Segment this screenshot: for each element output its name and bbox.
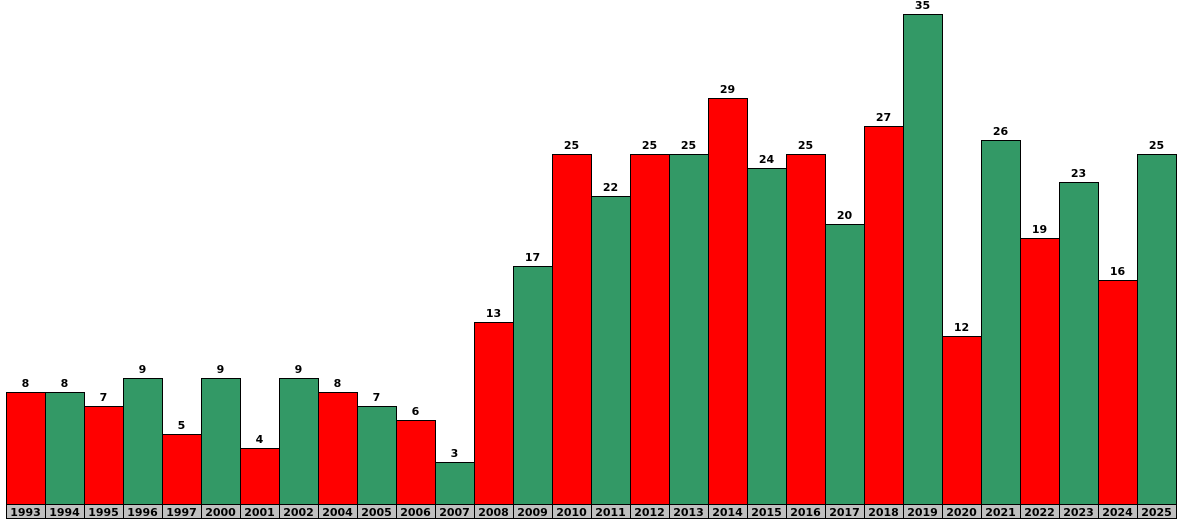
x-tick-label: 2017	[829, 506, 860, 519]
x-tick-label: 2008	[478, 506, 509, 519]
bar	[318, 392, 358, 505]
bar	[669, 154, 709, 505]
x-tick-label: 1996	[127, 506, 158, 519]
bar	[357, 406, 397, 505]
x-tick-label: 2001	[244, 506, 275, 519]
value-label: 4	[256, 433, 264, 446]
x-tick-label: 1997	[166, 506, 197, 519]
x-tick-label: 2009	[517, 506, 548, 519]
x-tick-label: 2024	[1102, 506, 1133, 519]
value-label: 8	[334, 377, 342, 390]
x-tick-label: 2013	[673, 506, 704, 519]
x-tick-label: 2016	[790, 506, 821, 519]
x-tick-label: 2004	[322, 506, 353, 519]
value-label: 27	[876, 111, 891, 124]
x-tick-label: 2022	[1024, 506, 1055, 519]
x-tick-label: 2015	[751, 506, 782, 519]
value-label: 35	[915, 0, 930, 12]
value-label: 25	[798, 139, 813, 152]
value-label: 24	[759, 153, 775, 166]
value-label: 9	[217, 363, 225, 376]
bar	[1020, 238, 1060, 505]
x-tick-label: 2011	[595, 506, 626, 519]
x-tick-label: 1993	[10, 506, 41, 519]
bar	[435, 462, 475, 505]
x-tick-label: 2007	[439, 506, 470, 519]
value-label: 6	[412, 405, 420, 418]
value-label: 26	[993, 125, 1009, 138]
x-tick-label: 2023	[1063, 506, 1094, 519]
value-label: 9	[139, 363, 147, 376]
bar	[708, 98, 748, 505]
x-tick-label: 2005	[361, 506, 392, 519]
value-label: 16	[1110, 265, 1126, 278]
value-label: 7	[100, 391, 108, 404]
bar	[279, 378, 319, 505]
x-tick-label: 2012	[634, 506, 665, 519]
x-tick-label: 2014	[712, 506, 743, 519]
bar	[591, 196, 631, 505]
bar	[825, 224, 865, 505]
x-tick-label: 2025	[1141, 506, 1172, 519]
bar	[123, 378, 163, 505]
value-label: 25	[642, 139, 657, 152]
bar	[6, 392, 46, 505]
bar	[84, 406, 124, 505]
value-label: 20	[837, 209, 853, 222]
x-tick-label: 2000	[205, 506, 236, 519]
bar	[942, 336, 982, 505]
value-label: 17	[525, 251, 540, 264]
bar	[981, 140, 1021, 505]
value-label: 25	[681, 139, 696, 152]
value-label: 25	[1149, 139, 1164, 152]
bar	[474, 322, 514, 505]
x-tick-label: 2002	[283, 506, 314, 519]
x-tick-label: 2006	[400, 506, 431, 519]
value-label: 13	[486, 307, 501, 320]
bar	[1098, 280, 1138, 505]
bar	[786, 154, 826, 505]
bar	[201, 378, 241, 505]
value-label: 22	[603, 181, 618, 194]
x-tick-label: 2010	[556, 506, 587, 519]
bar	[45, 392, 85, 505]
bar	[1137, 154, 1177, 505]
x-tick-label: 2021	[985, 506, 1016, 519]
bar	[240, 448, 280, 505]
bar	[552, 154, 592, 505]
bar	[513, 266, 553, 505]
bar	[630, 154, 670, 505]
value-label: 29	[720, 83, 735, 96]
x-tick-label: 2018	[868, 506, 899, 519]
bar	[864, 126, 904, 505]
value-label: 7	[373, 391, 381, 404]
x-tick-label: 1995	[88, 506, 119, 519]
value-label: 8	[61, 377, 69, 390]
x-label-box	[1137, 504, 1177, 519]
value-label: 5	[178, 419, 186, 432]
value-label: 19	[1032, 223, 1047, 236]
value-label: 12	[954, 321, 969, 334]
x-tick-label: 1994	[49, 506, 80, 519]
x-tick-label: 2020	[946, 506, 977, 519]
bar	[162, 434, 202, 505]
bar	[747, 168, 787, 505]
value-label: 3	[451, 447, 459, 460]
bar	[396, 420, 436, 505]
bar	[1059, 182, 1099, 505]
value-label: 23	[1071, 167, 1086, 180]
value-label: 8	[22, 377, 30, 390]
value-label: 9	[295, 363, 303, 376]
bar	[903, 14, 943, 505]
value-label: 25	[564, 139, 579, 152]
x-tick-label: 2019	[907, 506, 938, 519]
